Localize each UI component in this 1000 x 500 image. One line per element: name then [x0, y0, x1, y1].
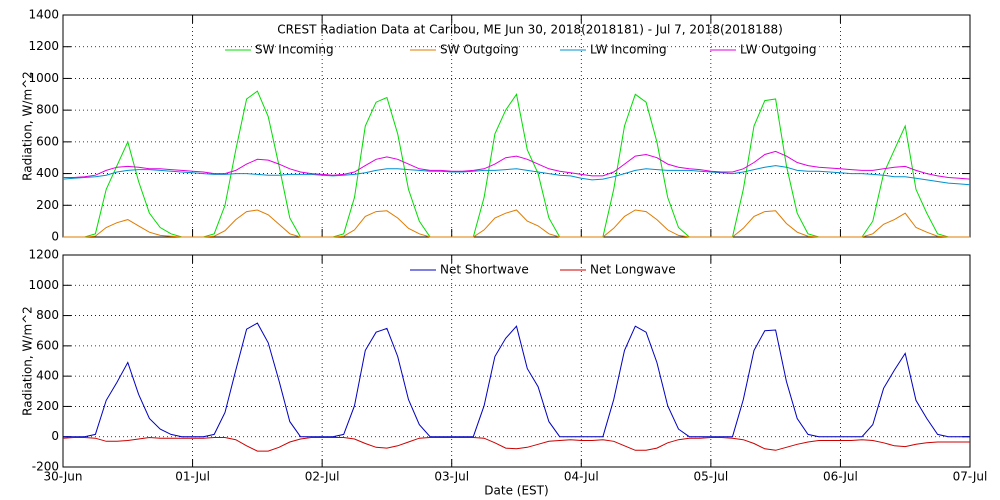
y-tick-label: 200 [36, 198, 59, 212]
x-axis-label: Date (EST) [484, 484, 548, 498]
data-line [63, 209, 970, 238]
legend-label: LW Outgoing [740, 43, 817, 57]
y-tick-label: 800 [36, 308, 59, 322]
y-tick-label: 1000 [28, 278, 59, 292]
legend-label: Net Longwave [590, 263, 676, 277]
x-tick-label: 05-Jul [693, 470, 728, 484]
y-tick-label: 600 [36, 338, 59, 352]
x-tick-label: 07-Jul [953, 470, 988, 484]
y-tick-label: 1200 [28, 248, 59, 262]
y-tick-label: 1000 [28, 71, 59, 85]
y-tick-label: 0 [51, 429, 59, 443]
data-line [63, 322, 970, 438]
y-tick-label: 1400 [28, 8, 59, 22]
y-tick-label: 200 [36, 399, 59, 413]
data-line [63, 90, 970, 238]
chart-title: CREST Radiation Data at Caribou, ME Jun … [277, 23, 783, 37]
y-tick-label: 0 [51, 230, 59, 244]
legend-label: Net Shortwave [440, 263, 529, 277]
x-tick-label: 01-Jul [175, 470, 210, 484]
legend-label: LW Incoming [590, 43, 667, 57]
y-tick-label: 600 [36, 134, 59, 148]
legend-label: SW Incoming [255, 43, 334, 57]
y-tick-label: 400 [36, 369, 59, 383]
x-tick-label: 30-Jun [43, 470, 82, 484]
y-tick-label: 400 [36, 166, 59, 180]
x-tick-label: 03-Jul [434, 470, 469, 484]
data-line [62, 436, 970, 452]
data-line [63, 150, 971, 180]
data-line [62, 165, 971, 186]
plot-frame [62, 254, 971, 468]
y-tick-label: 1200 [28, 39, 59, 53]
x-tick-label: 06-Jul [823, 470, 858, 484]
y-axis-label: Radiation, W/m^2 [21, 306, 35, 416]
y-axis-label: Radiation, W/m^2 [21, 71, 35, 181]
plot-frame [62, 14, 971, 238]
x-tick-label: 02-Jul [305, 470, 340, 484]
x-tick-label: 04-Jul [564, 470, 599, 484]
y-tick-label: 800 [36, 103, 59, 117]
legend-label: SW Outgoing [440, 43, 519, 57]
y-tick-label: -200 [32, 460, 59, 474]
